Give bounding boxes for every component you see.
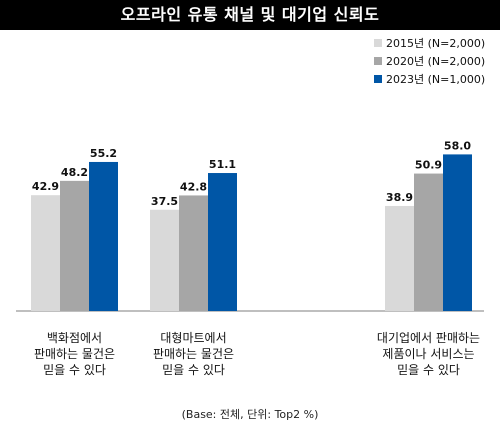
category-label-3-3: 믿을 수 있다 [397, 363, 460, 377]
legend-label-1: 2015년 (N=2,000) [386, 37, 485, 50]
data-label-2-2: 42.8 [180, 180, 207, 193]
category-label-1-3: 믿을 수 있다 [43, 363, 106, 377]
bar-3-3 [443, 154, 472, 311]
legend-label-3: 2023년 (N=1,000) [386, 73, 485, 86]
legend-swatch-3 [374, 75, 382, 83]
legend-swatch-1 [374, 39, 382, 47]
bar-2-1 [60, 180, 89, 311]
bar-3-1 [89, 161, 118, 311]
bar-1-2 [150, 209, 179, 311]
data-label-3-1: 55.2 [90, 147, 117, 160]
bar-1-1 [31, 195, 60, 311]
data-label-1-2: 37.5 [151, 195, 178, 208]
data-label-3-2: 51.1 [209, 158, 236, 171]
bar-1-3 [385, 205, 414, 311]
legend-swatch-2 [374, 57, 382, 65]
data-label-2-1: 48.2 [61, 166, 88, 179]
category-label-2-1: 대형마트에서 [160, 331, 226, 345]
legend-label-2: 2020년 (N=2,000) [386, 55, 485, 68]
category-label-3-1: 대기업에서 판매하는 [377, 331, 480, 345]
bar-3-2 [208, 173, 237, 311]
category-label-2-2: 판매하는 물건은 [153, 347, 234, 361]
data-label-1-1: 42.9 [32, 180, 59, 193]
data-label-2-3: 50.9 [415, 159, 442, 172]
bar-2-2 [179, 195, 208, 311]
data-label-1-3: 38.9 [386, 191, 413, 204]
category-label-1-2: 판매하는 물건은 [34, 347, 115, 361]
chart-title: 오프라인 유통 채널 및 대기업 신뢰도 [0, 0, 500, 30]
category-label-2-3: 믿을 수 있다 [162, 363, 225, 377]
footnote: (Base: 전체, 단위: Top2 %) [181, 408, 319, 421]
category-label-3-2: 제품이나 서비스는 [382, 347, 474, 361]
category-label-1-1: 백화점에서 [47, 331, 102, 345]
bar-2-3 [414, 173, 443, 311]
bar-chart: 42.9 37.5 38.9 48.2 42.8 50.9 55.2 51.1 58.0 백화점에… [16, 37, 485, 377]
data-label-3-3: 58.0 [444, 139, 471, 152]
